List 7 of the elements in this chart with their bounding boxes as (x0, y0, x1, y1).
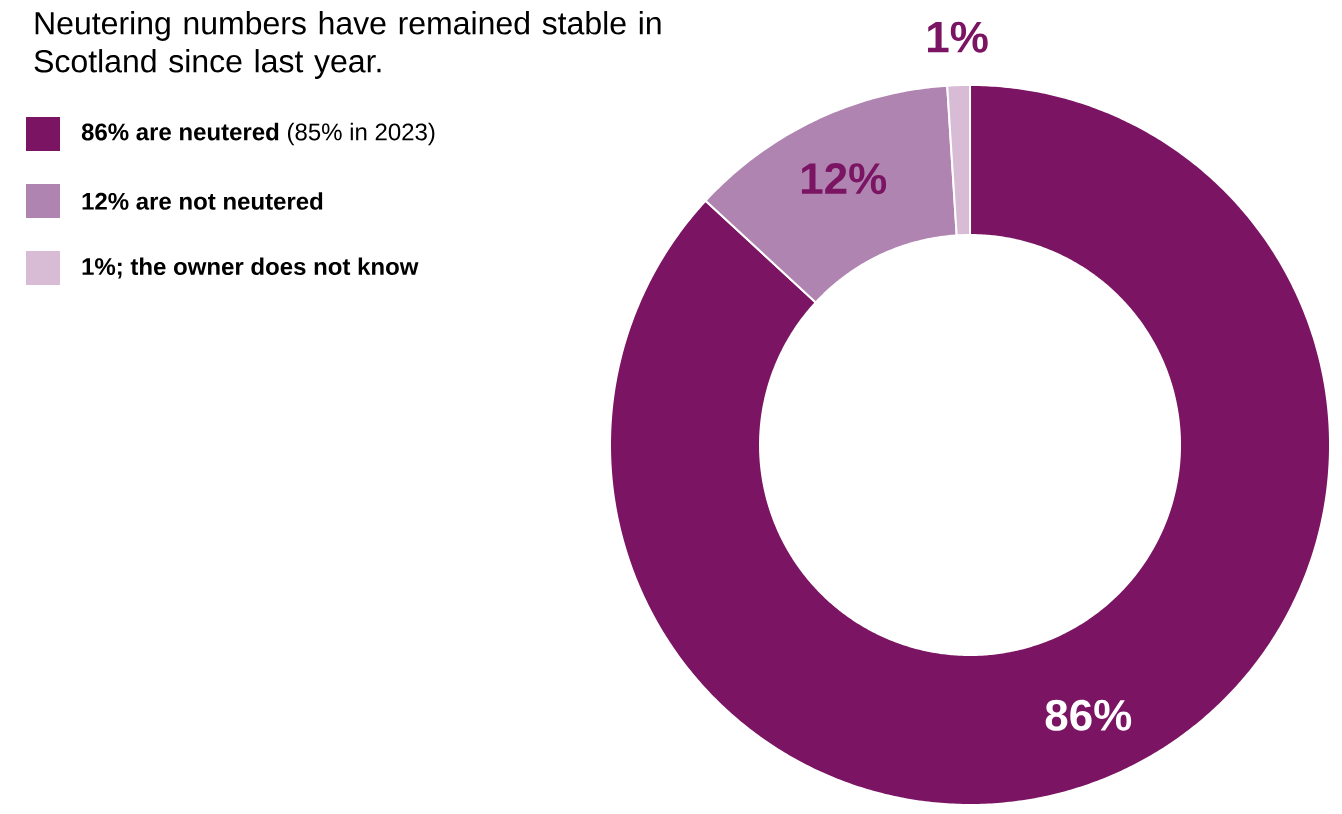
data-label: 1% (928, 21, 988, 53)
legend-label: 1%; the owner does not know (82, 257, 419, 279)
legend-label: 12% are not neutered (82, 192, 323, 210)
legend-label: 86% are neutered (85% in 2023) (81, 122, 435, 146)
data-label: 12% (801, 163, 887, 195)
chart-title: Neutering numbers have remained stable in Scotland since last year. (34, 11, 661, 79)
data-label: 86% (1045, 699, 1132, 731)
